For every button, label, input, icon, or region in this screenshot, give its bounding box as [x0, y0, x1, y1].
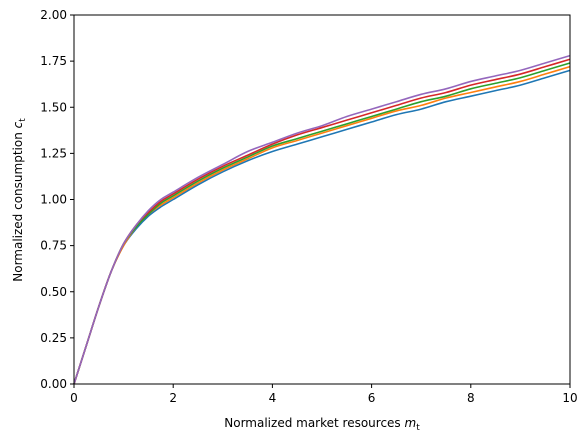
series-line-5	[73, 54, 571, 385]
series-lines	[73, 54, 571, 385]
x-axis-ticks: 0 2 4 6 8 10	[70, 384, 578, 405]
series-line-2	[73, 65, 571, 385]
y-tick-label: 0.50	[40, 285, 67, 299]
x-tick-label: 6	[368, 391, 376, 405]
x-tick-label: 10	[562, 391, 577, 405]
x-tick-label: 0	[70, 391, 78, 405]
x-axis-label: Normalized market resources mt	[224, 416, 420, 433]
x-tick-label: 8	[467, 391, 475, 405]
y-tick-label: 1.00	[40, 193, 67, 207]
y-tick-label: 0.00	[40, 377, 67, 391]
x-axis-label-subscript: t	[416, 423, 420, 433]
y-axis-label: Normalized consumption ct	[11, 118, 28, 282]
x-axis-label-variable: m	[405, 416, 417, 430]
y-tick-label: 2.00	[40, 8, 67, 22]
x-tick-label: 2	[169, 391, 177, 405]
y-tick-label: 1.75	[40, 54, 67, 68]
y-axis-label-main: Normalized consumption	[11, 128, 25, 281]
y-axis-label-subscript: t	[18, 118, 28, 122]
y-axis-label-variable: c	[11, 121, 25, 128]
y-tick-label: 1.50	[40, 100, 67, 114]
x-tick-label: 4	[269, 391, 277, 405]
y-tick-label: 0.25	[40, 331, 67, 345]
y-tick-label: 1.25	[40, 146, 67, 160]
y-axis-ticks: 0.00 0.25 0.50 0.75 1.00 1.25 1.50 1.75 2.00	[40, 8, 74, 391]
y-tick-label: 0.75	[40, 239, 67, 253]
x-axis-label-main: Normalized market resources	[224, 416, 404, 430]
